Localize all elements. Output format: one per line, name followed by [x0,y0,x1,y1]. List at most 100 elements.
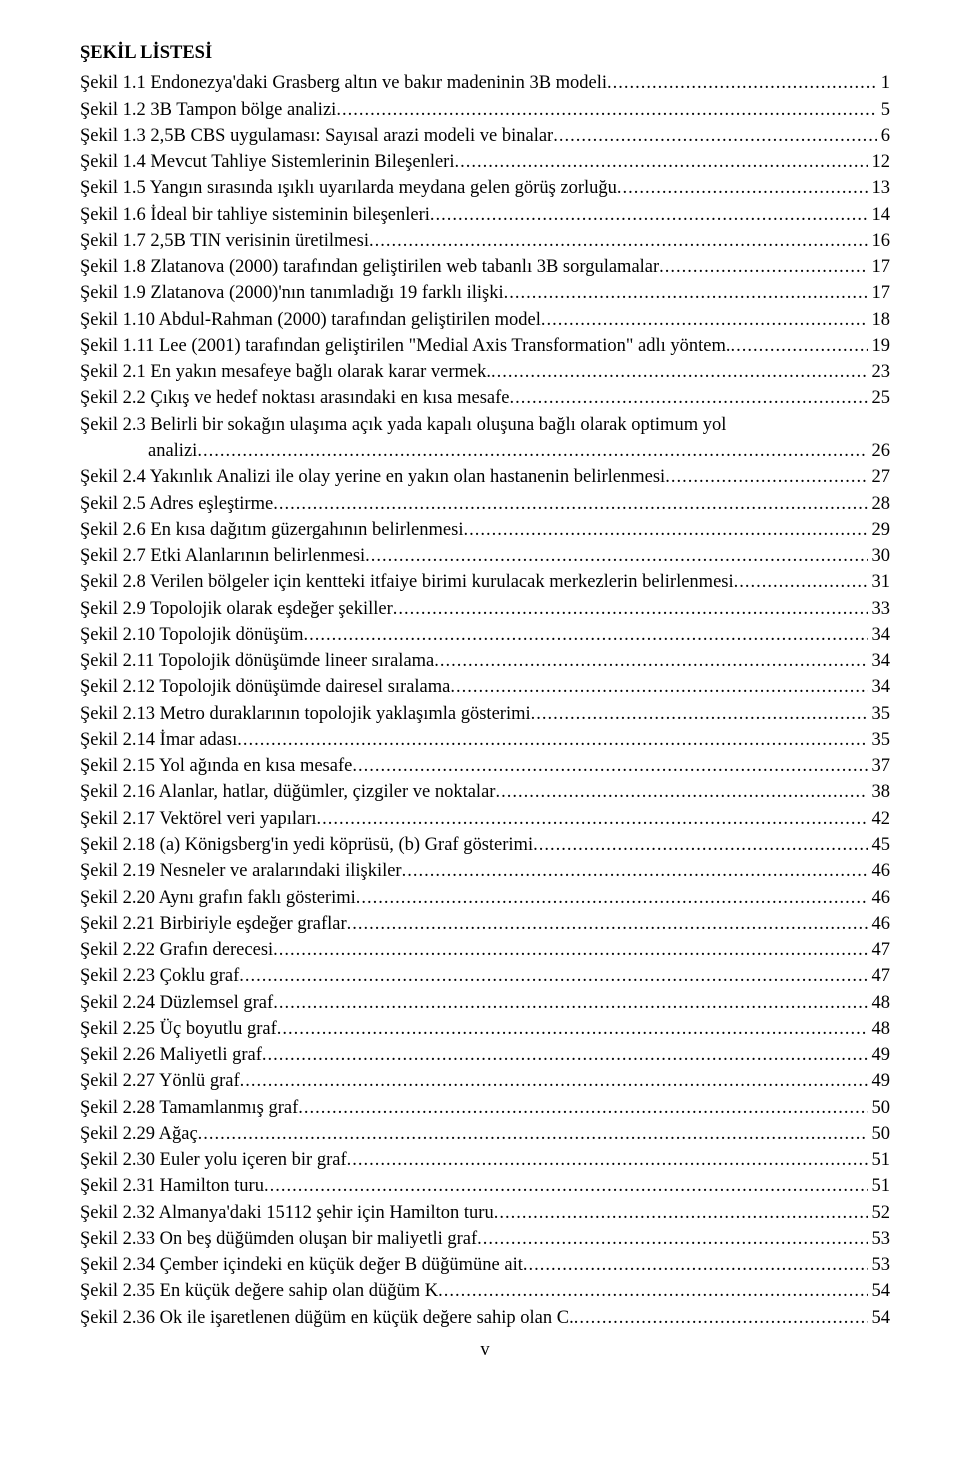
figure-entry-page: 48 [868,1016,891,1042]
figure-entry-page: 42 [868,806,891,832]
leader-dots [347,911,868,937]
figure-entry: Şekil 2.21 Birbiriyle eşdeğer graflar 46 [80,911,890,937]
leader-dots [491,359,868,385]
figure-entry: Şekil 2.8 Verilen bölgeler için kentteki… [80,569,890,595]
figure-entry: Şekil 2.1 En yakın mesafeye bağlı olarak… [80,359,890,385]
figure-entry: Şekil 1.1 Endonezya'daki Grasberg altın … [80,70,890,96]
figure-entry-text: Şekil 2.3 Belirli bir sokağın ulaşıma aç… [80,412,726,438]
figure-entry-text: Şekil 2.28 Tamamlanmış graf [80,1095,298,1121]
figure-entry-page: 30 [868,543,891,569]
leader-dots [369,228,868,254]
leader-dots [237,727,867,753]
figure-entry-page: 14 [868,202,891,228]
leader-dots [430,202,868,228]
leader-dots [617,175,868,201]
leader-dots [438,1278,867,1304]
leader-dots [240,1068,868,1094]
leader-dots [454,149,867,175]
figure-entry-page: 54 [868,1278,891,1304]
leader-dots [347,1147,868,1173]
figure-entry-text: Şekil 2.8 Verilen bölgeler için kentteki… [80,569,734,595]
leader-dots [317,806,868,832]
leader-dots [541,307,868,333]
figure-entry-page: 27 [868,464,891,490]
leader-dots [356,885,868,911]
leader-dots [273,990,867,1016]
figure-entry-page: 34 [868,648,891,674]
leader-dots [659,254,867,280]
leader-dots [402,858,868,884]
leader-dots [365,543,867,569]
figure-entry-text: Şekil 1.11 Lee (2001) tarafından gelişti… [80,333,731,359]
figure-entry-text: Şekil 2.1 En yakın mesafeye bağlı olarak… [80,359,491,385]
figure-entry-page: 54 [868,1305,891,1331]
figure-entry: Şekil 1.11 Lee (2001) tarafından gelişti… [80,333,890,359]
figure-entry: Şekil 2.12 Topolojik dönüşümde dairesel … [80,674,890,700]
leader-dots [303,622,867,648]
figure-entry-page: 6 [877,123,890,149]
figure-entry: Şekil 2.6 En kısa dağıtım güzergahının b… [80,517,890,543]
figure-entry-text: Şekil 2.11 Topolojik dönüşümde lineer sı… [80,648,434,674]
figure-entry: Şekil 2.3 Belirli bir sokağın ulaşıma aç… [80,412,890,438]
leader-dots [336,97,876,123]
figure-entry-text: Şekil 2.34 Çember içindeki en küçük değe… [80,1252,523,1278]
figure-entry: Şekil 1.3 2,5B CBS uygulaması: Sayısal a… [80,123,890,149]
figure-entry-page: 46 [868,858,891,884]
figure-entry-page: 45 [868,832,891,858]
figure-entry-page: 23 [868,359,891,385]
leader-dots [531,701,868,727]
figure-entry-page: 34 [868,622,891,648]
leader-dots [434,648,867,674]
figure-entry-text: Şekil 1.7 2,5B TIN verisinin üretilmesi [80,228,369,254]
leader-dots [494,1200,868,1226]
leader-dots [477,1226,867,1252]
figure-entry-page: 46 [868,911,891,937]
figure-entry-text: Şekil 2.32 Almanya'daki 15112 şehir için… [80,1200,494,1226]
figure-entry-page: 33 [868,596,891,622]
figure-entry-text: Şekil 2.24 Düzlemsel graf [80,990,273,1016]
figure-entry: Şekil 2.14 İmar adası 35 [80,727,890,753]
figure-entry-text: Şekil 1.10 Abdul-Rahman (2000) tarafında… [80,307,541,333]
figure-entry: Şekil 1.8 Zlatanova (2000) tarafından ge… [80,254,890,280]
figure-entry-text: Şekil 1.3 2,5B CBS uygulaması: Sayısal a… [80,123,553,149]
figure-entry: Şekil 2.23 Çoklu graf 47 [80,963,890,989]
figure-entry-text: Şekil 2.14 İmar adası [80,727,237,753]
figure-entry: Şekil 2.18 (a) Königsberg'in yedi köprüs… [80,832,890,858]
leader-dots [731,333,868,359]
figure-entry: Şekil 2.33 On beş düğümden oluşan bir ma… [80,1226,890,1252]
figure-entry-text: Şekil 2.4 Yakınlık Analizi ile olay yeri… [80,464,665,490]
figure-entry-page: 26 [868,438,891,464]
figure-entry-text: Şekil 2.25 Üç boyutlu graf [80,1016,277,1042]
figure-entry-page: 49 [868,1068,891,1094]
figure-entry-text: Şekil 1.4 Mevcut Tahliye Sistemlerinin B… [80,149,454,175]
leader-dots [504,280,868,306]
figure-entry: Şekil 2.13 Metro duraklarının topolojik … [80,701,890,727]
leader-dots [665,464,867,490]
figure-entry: Şekil 2.28 Tamamlanmış graf 50 [80,1095,890,1121]
leader-dots [495,779,867,805]
figure-entry-page: 19 [868,333,891,359]
leader-dots [607,70,877,96]
figure-entry: Şekil 1.5 Yangın sırasında ışıklı uyarıl… [80,175,890,201]
figure-entry: Şekil 2.24 Düzlemsel graf 48 [80,990,890,1016]
leader-dots [523,1252,868,1278]
figure-entry: Şekil 2.27 Yönlü graf 49 [80,1068,890,1094]
figure-entry-page: 50 [868,1095,891,1121]
figure-entry: Şekil 1.6 İdeal bir tahliye sisteminin b… [80,202,890,228]
figure-entry-page: 49 [868,1042,891,1068]
figure-entry: Şekil 2.19 Nesneler ve aralarındaki iliş… [80,858,890,884]
leader-dots [450,674,867,700]
figure-entry-page: 51 [868,1173,891,1199]
figure-entry-page: 34 [868,674,891,700]
figure-entry-text: Şekil 2.36 Ok ile işaretlenen düğüm en k… [80,1305,574,1331]
figure-entry: Şekil 1.4 Mevcut Tahliye Sistemlerinin B… [80,149,890,175]
figure-entry: Şekil 2.4 Yakınlık Analizi ile olay yeri… [80,464,890,490]
figure-entry-page: 48 [868,990,891,1016]
figure-entry-text: Şekil 2.27 Yönlü graf [80,1068,240,1094]
figure-entry: Şekil 2.36 Ok ile işaretlenen düğüm en k… [80,1305,890,1331]
figure-entry: Şekil 2.30 Euler yolu içeren bir graf 51 [80,1147,890,1173]
figure-entry-cont: analizi 26 [80,438,890,464]
figure-entry-text: Şekil 2.20 Aynı grafın faklı gösterimi [80,885,356,911]
figure-entry-page: 29 [868,517,891,543]
figure-entry-text: Şekil 2.18 (a) Königsberg'in yedi köprüs… [80,832,533,858]
